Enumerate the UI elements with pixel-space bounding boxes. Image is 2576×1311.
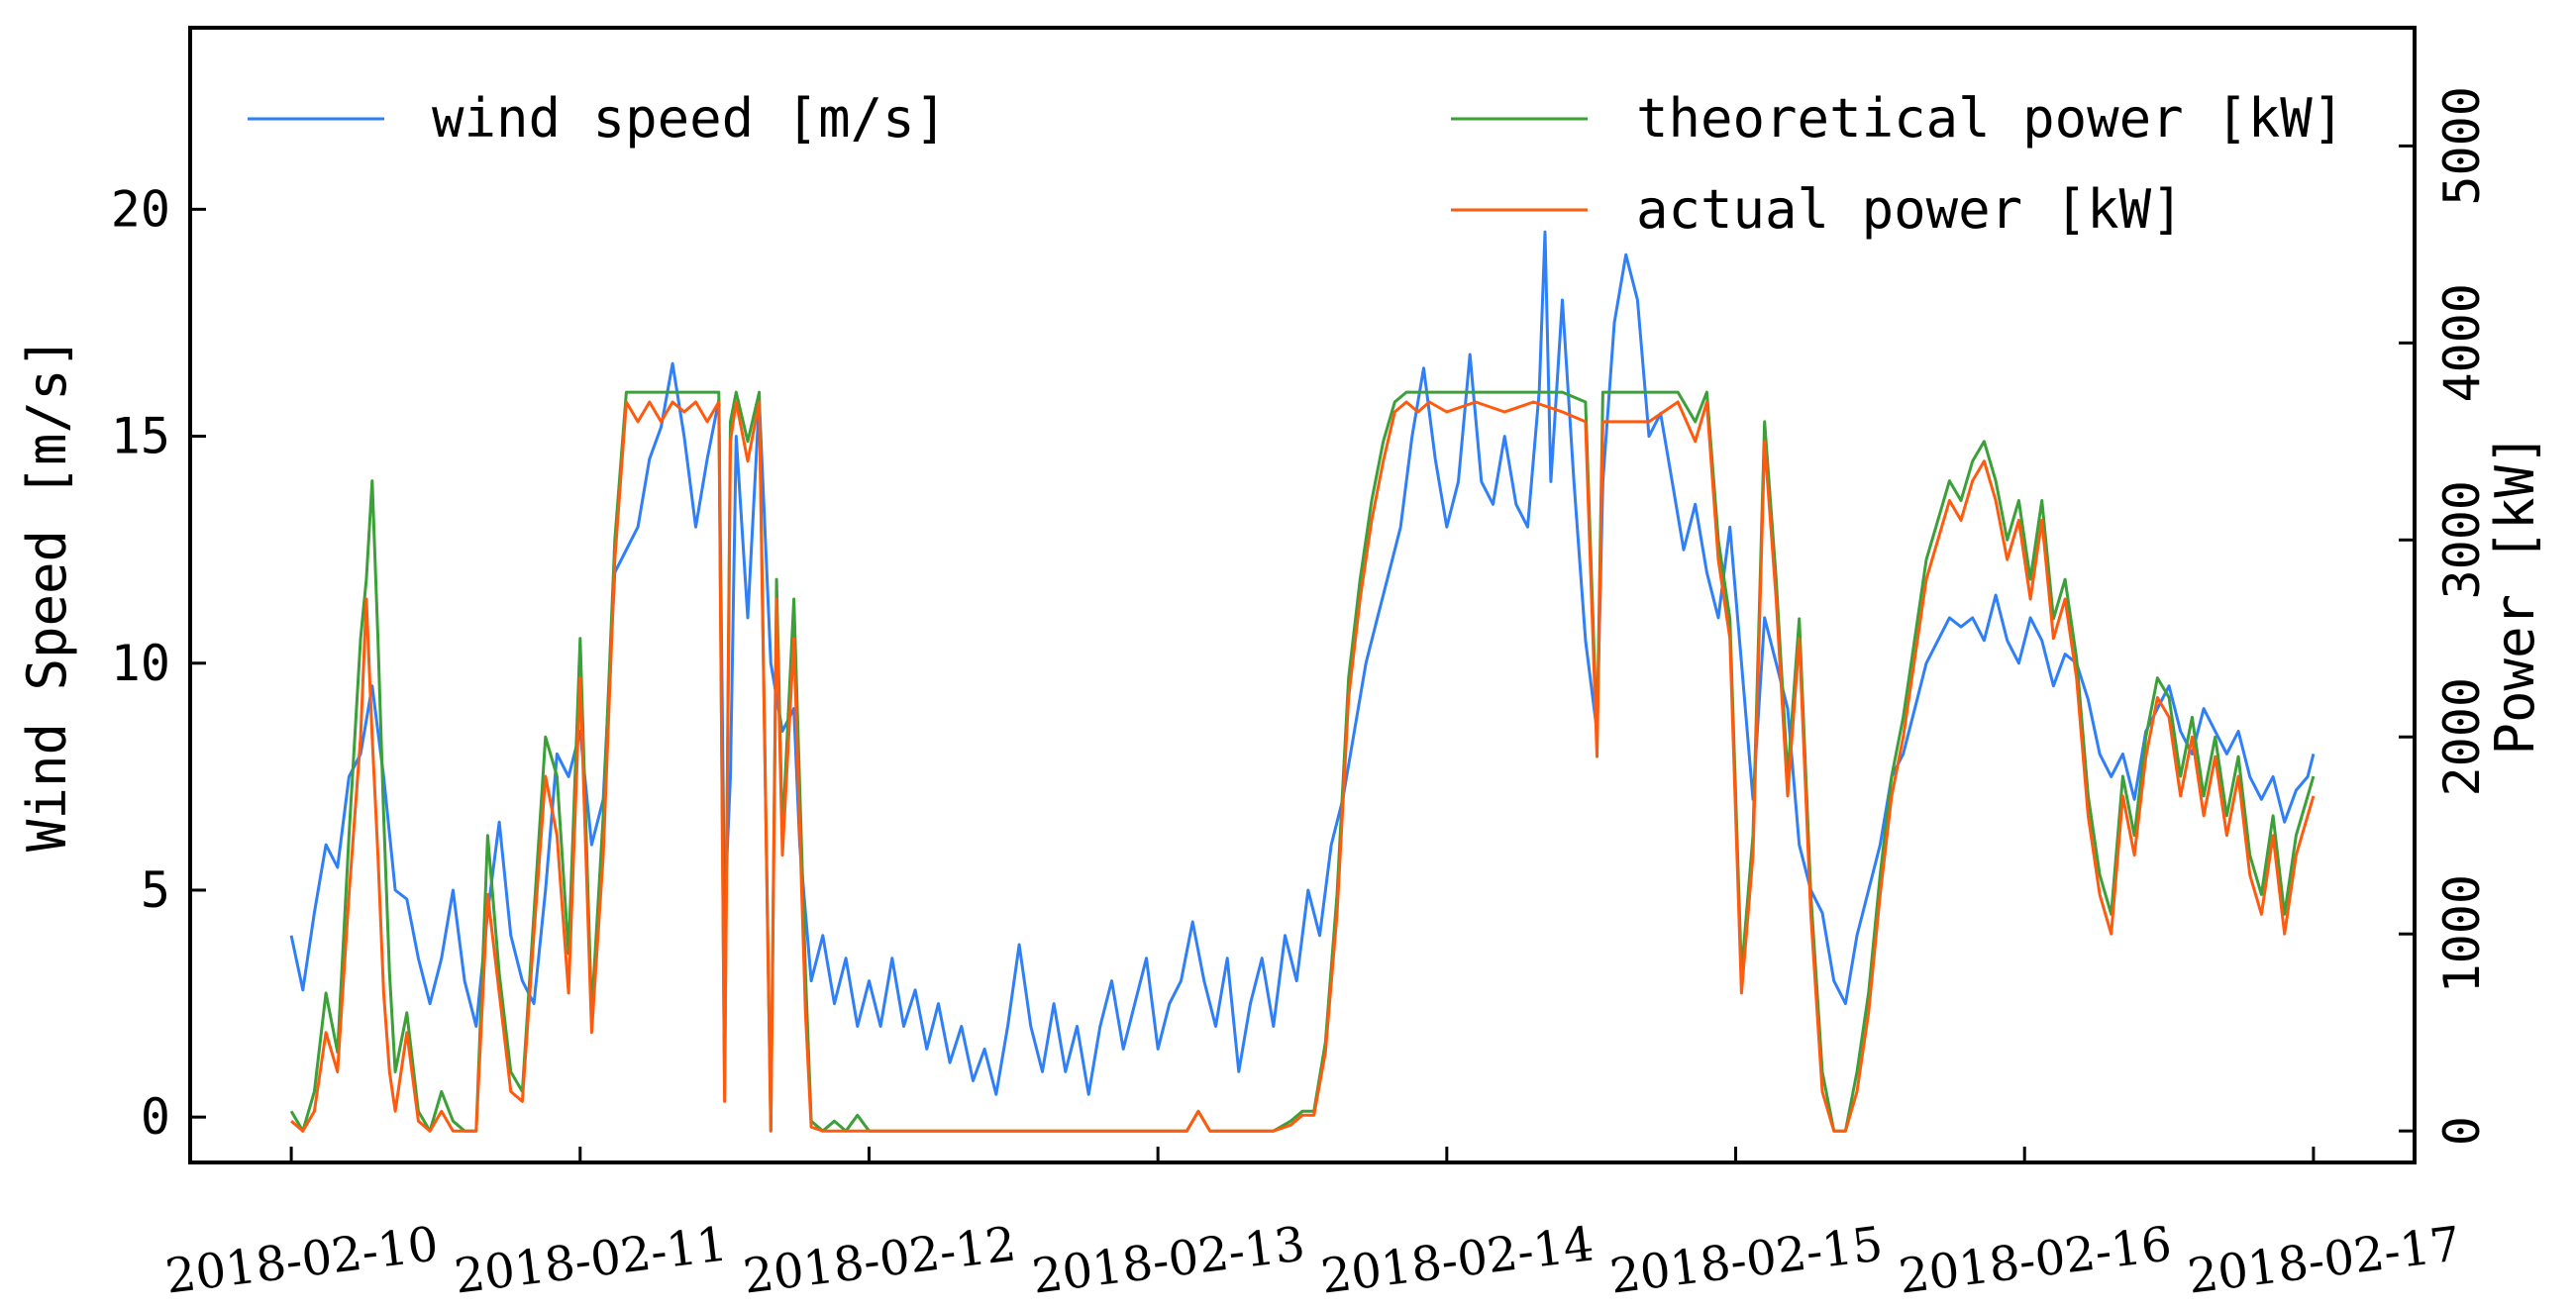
left-tick-label: 20 bbox=[111, 180, 170, 238]
x-tick-label: 2018-02-12 bbox=[740, 1216, 1019, 1304]
left-tick-label: 0 bbox=[141, 1088, 170, 1146]
right-axis: 0 1000 2000 3000 4000 5000 bbox=[2399, 86, 2491, 1146]
x-tick-label: 2018-02-15 bbox=[1606, 1216, 1886, 1304]
series-line-actual-actual bbox=[290, 400, 2316, 1133]
series-line-theoretical-theoretical bbox=[289, 390, 2316, 1133]
series-layer bbox=[289, 230, 2316, 1133]
plot-frame bbox=[188, 26, 2417, 1164]
x-tick-label: 2018-02-14 bbox=[1318, 1216, 1597, 1304]
x-axis: 2018-02-10 2018-02-11 2018-02-12 2018-02-13… bbox=[162, 1147, 2463, 1305]
x-tick-label: 2018-02-13 bbox=[1029, 1216, 1308, 1304]
legend-label-actual-power: actual power [kW] bbox=[1636, 178, 2184, 241]
right-tick-label: 0 bbox=[2433, 1116, 2491, 1146]
x-tick-label: 2018-02-17 bbox=[2185, 1216, 2464, 1304]
left-tick-label: 10 bbox=[111, 635, 170, 692]
x-tick-label: 2018-02-10 bbox=[162, 1216, 442, 1304]
x-tick-label: 2018-02-16 bbox=[1896, 1216, 2175, 1304]
right-tick-label: 2000 bbox=[2433, 677, 2491, 796]
left-tick-label: 15 bbox=[111, 408, 170, 465]
legend-right: theoretical power [kW] actual power [kW] bbox=[1451, 87, 2344, 241]
right-axis-label: Power [kW] bbox=[2484, 433, 2546, 755]
right-tick-label: 3000 bbox=[2433, 480, 2491, 599]
right-tick-label: 1000 bbox=[2433, 874, 2491, 993]
right-tick-label: 4000 bbox=[2433, 283, 2491, 402]
legend-label-wind-speed: wind speed [m/s] bbox=[432, 87, 947, 150]
legend-left: wind speed [m/s] bbox=[248, 87, 947, 150]
left-axis-label: Wind Speed [m/s] bbox=[16, 337, 78, 852]
legend-label-theoretical-power: theoretical power [kW] bbox=[1636, 87, 2344, 150]
right-tick-label: 5000 bbox=[2433, 86, 2491, 205]
series-line-wind bbox=[289, 230, 2316, 1096]
left-axis: 0 5 10 15 20 bbox=[111, 180, 206, 1146]
x-tick-label: 2018-02-11 bbox=[452, 1216, 731, 1304]
left-tick-label: 5 bbox=[141, 861, 170, 919]
